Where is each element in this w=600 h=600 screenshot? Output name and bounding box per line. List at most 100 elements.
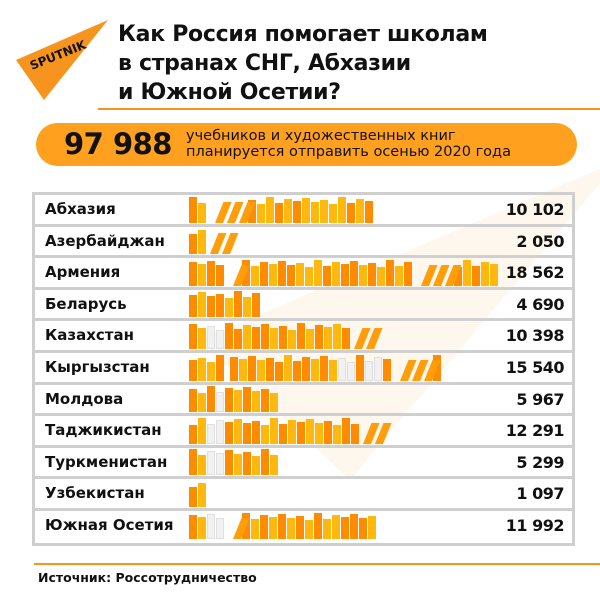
book-icon bbox=[252, 456, 260, 476]
book-icon bbox=[359, 264, 367, 286]
book-icon bbox=[269, 516, 277, 539]
book-icon bbox=[329, 203, 337, 223]
title-line-2: в странах СНГ, Абхазии bbox=[118, 51, 411, 76]
book-icon bbox=[248, 199, 256, 223]
book-icon bbox=[261, 449, 269, 476]
book-icon bbox=[463, 259, 471, 286]
sputnik-logo: SPUTNIK bbox=[16, 20, 108, 100]
book-icon bbox=[198, 202, 206, 223]
book-icon bbox=[329, 359, 337, 381]
book-icon bbox=[275, 202, 283, 223]
book-icon bbox=[198, 455, 206, 476]
book-count: 5 299 bbox=[516, 452, 564, 472]
book-icon bbox=[392, 356, 396, 381]
book-icon bbox=[338, 196, 346, 223]
book-icon bbox=[216, 329, 224, 349]
book-icon bbox=[338, 357, 346, 381]
book-icon bbox=[315, 422, 323, 444]
book-icon bbox=[368, 262, 376, 286]
table-row: Азербайджан 2 050 bbox=[35, 223, 572, 256]
book-icon bbox=[234, 454, 242, 476]
book-icon bbox=[454, 266, 462, 286]
table-row: Таджикистан 12 291 bbox=[35, 413, 572, 445]
country-name: Туркменистан bbox=[45, 452, 168, 471]
book-icon bbox=[386, 259, 394, 286]
book-icon bbox=[377, 266, 385, 286]
book-icon bbox=[284, 198, 292, 223]
country-name: Казахстан bbox=[45, 326, 134, 345]
book-icon bbox=[287, 517, 295, 539]
book-icon bbox=[261, 389, 269, 413]
book-count: 4 690 bbox=[516, 294, 564, 314]
book-icon bbox=[189, 196, 197, 223]
book-icon bbox=[216, 453, 224, 476]
book-icon bbox=[225, 322, 233, 349]
book-icon bbox=[260, 261, 268, 286]
book-icon bbox=[234, 390, 242, 413]
book-icon bbox=[261, 323, 269, 349]
book-icon bbox=[225, 263, 229, 286]
book-icon bbox=[189, 449, 197, 476]
book-icon bbox=[302, 356, 310, 381]
book-icon bbox=[314, 512, 322, 539]
book-icon bbox=[323, 518, 331, 539]
book-icon bbox=[383, 358, 391, 381]
book-icon bbox=[350, 513, 358, 539]
table-row: Кыргызстан 15 540 bbox=[35, 349, 572, 382]
book-icon bbox=[490, 263, 498, 286]
book-icon bbox=[207, 386, 215, 413]
country-name: Узбекистан bbox=[45, 484, 145, 503]
book-icon bbox=[189, 359, 197, 381]
book-shelf-bar bbox=[189, 417, 392, 444]
source-divider bbox=[34, 563, 600, 565]
book-icon bbox=[323, 265, 331, 286]
book-icon bbox=[225, 450, 233, 476]
country-name: Абхазия bbox=[45, 200, 116, 218]
book-icon bbox=[356, 354, 364, 381]
country-name: Беларусь bbox=[45, 294, 127, 313]
table-row: Казахстан 10 398 bbox=[35, 318, 572, 350]
book-icon bbox=[365, 200, 373, 223]
book-icon bbox=[481, 261, 489, 286]
book-icon bbox=[239, 358, 247, 381]
book-icon bbox=[284, 354, 292, 381]
book-icon bbox=[270, 393, 278, 413]
book-icon bbox=[225, 298, 233, 318]
book-icon bbox=[306, 418, 314, 444]
book-shelf-bar bbox=[189, 196, 374, 223]
book-icon bbox=[341, 516, 349, 539]
book-icon bbox=[347, 202, 355, 223]
book-icon bbox=[243, 422, 251, 444]
book-icon bbox=[198, 292, 206, 318]
book-icon bbox=[275, 361, 283, 381]
book-icon bbox=[342, 417, 350, 444]
book-shelf-bar bbox=[189, 481, 207, 507]
book-shelf-bar bbox=[189, 259, 499, 286]
book-icon bbox=[198, 482, 206, 507]
total-count: 97 988 bbox=[64, 127, 173, 161]
book-icon bbox=[368, 515, 376, 539]
book-icon bbox=[305, 519, 313, 539]
table-row: Южная Осетия 11 992 bbox=[35, 507, 572, 540]
book-shelf-bar bbox=[189, 322, 383, 349]
book-count: 12 291 bbox=[505, 421, 565, 441]
book-icon bbox=[351, 423, 359, 444]
title-line-3: и Южной Осетии? bbox=[118, 80, 341, 105]
book-icon bbox=[333, 323, 341, 349]
country-name: Азербайджан bbox=[45, 231, 165, 250]
book-icon bbox=[252, 420, 260, 444]
book-icon bbox=[296, 262, 304, 286]
book-icon bbox=[279, 423, 287, 444]
book-icon bbox=[198, 230, 206, 255]
title-line-1: Как Россия помогает школам bbox=[118, 22, 488, 47]
book-icon bbox=[278, 260, 286, 286]
book-icon bbox=[252, 391, 260, 413]
book-icon bbox=[234, 328, 242, 349]
book-icon bbox=[257, 203, 265, 223]
book-icon bbox=[252, 293, 260, 318]
book-icon bbox=[314, 259, 322, 286]
book-icon bbox=[266, 357, 274, 381]
book-shelf-bar bbox=[189, 228, 239, 255]
book-icon bbox=[251, 265, 259, 286]
book-icon bbox=[207, 423, 215, 444]
